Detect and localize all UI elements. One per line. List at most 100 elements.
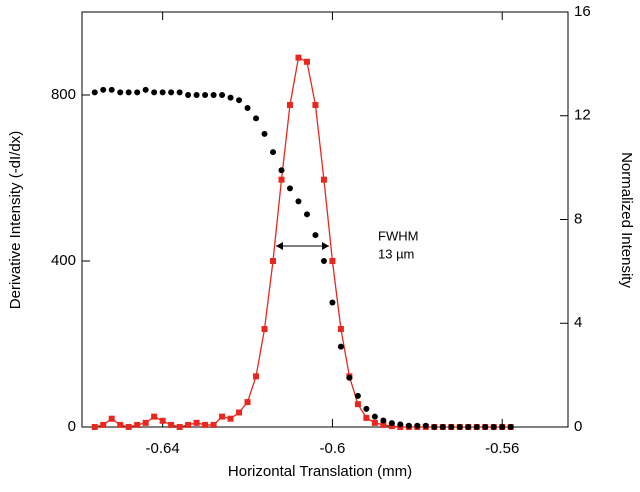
marker [303, 58, 310, 65]
marker [278, 167, 285, 174]
y-tick-label: 0 [68, 418, 76, 435]
marker [159, 89, 166, 96]
x-tick-label: -0.6 [319, 440, 345, 457]
marker [219, 413, 226, 420]
marker [286, 101, 293, 108]
marker [329, 258, 336, 264]
marker [388, 420, 395, 427]
marker [202, 92, 209, 98]
marker [422, 422, 429, 429]
marker [117, 421, 124, 428]
fit-line [94, 56, 511, 428]
marker [151, 413, 158, 420]
marker [168, 89, 175, 96]
marker [108, 86, 115, 93]
marker [346, 374, 353, 381]
marker [482, 424, 489, 430]
x-axis-label: Horizontal Translation (mm) [228, 463, 412, 480]
marker [176, 424, 183, 430]
marker [142, 419, 149, 426]
y-axis-label: Derivative Intensity (-dI/dx) [7, 131, 24, 309]
marker [380, 421, 387, 428]
marker [312, 101, 319, 108]
marker [185, 421, 192, 428]
marker [91, 424, 98, 430]
marker [490, 424, 497, 430]
marker [244, 399, 251, 406]
marker [363, 405, 370, 412]
marker [380, 417, 387, 424]
marker [278, 176, 285, 183]
marker [405, 422, 412, 429]
marker [117, 89, 124, 96]
marker [507, 424, 514, 430]
marker [320, 176, 327, 183]
marker [202, 421, 209, 428]
marker [108, 415, 115, 422]
y2-tick-label: 16 [574, 3, 591, 20]
marker [134, 89, 141, 96]
marker [270, 258, 277, 264]
marker [371, 413, 378, 420]
y2-tick-label: 8 [574, 210, 582, 227]
marker [354, 401, 361, 408]
marker [142, 86, 149, 93]
marker [159, 417, 166, 424]
marker [295, 54, 302, 61]
marker [219, 92, 226, 98]
marker [227, 415, 234, 422]
marker [431, 424, 438, 430]
marker [448, 424, 455, 430]
marker [397, 421, 404, 428]
y-tick-label: 400 [51, 252, 76, 269]
marker [320, 258, 327, 264]
marker [125, 424, 132, 430]
marker [261, 326, 268, 333]
marker [286, 185, 293, 192]
x-tick-label: -0.64 [146, 440, 180, 457]
marker [193, 92, 200, 98]
marker [329, 299, 336, 306]
marker [227, 94, 234, 101]
marker [337, 326, 344, 333]
y2-tick-label: 4 [574, 314, 582, 331]
marker [465, 424, 472, 430]
y2-axis-label: Normalized Intensity [618, 152, 635, 288]
marker [363, 414, 370, 421]
marker [151, 89, 158, 96]
marker [312, 232, 319, 239]
marker [270, 149, 277, 156]
y-tick-label: 800 [51, 86, 76, 103]
marker [193, 419, 200, 426]
marker [253, 115, 260, 122]
marker [185, 92, 192, 98]
y2-tick-label: 0 [574, 418, 582, 435]
marker [337, 343, 344, 350]
marker [414, 422, 421, 429]
marker [176, 89, 183, 96]
plot-frame [81, 11, 569, 428]
marker [210, 92, 217, 98]
marker [168, 421, 175, 428]
marker [100, 421, 107, 428]
marker [303, 211, 310, 218]
marker [125, 89, 132, 96]
marker [371, 419, 378, 426]
marker [388, 423, 395, 430]
y2-tick-label: 12 [574, 107, 591, 124]
marker [473, 424, 480, 430]
marker [236, 97, 243, 104]
marker [210, 421, 217, 428]
marker [91, 89, 98, 96]
marker [499, 424, 506, 430]
marker [439, 424, 446, 430]
marker [134, 421, 141, 428]
marker [456, 424, 463, 430]
marker [100, 86, 107, 93]
marker [236, 409, 243, 416]
marker [261, 130, 268, 137]
marker [295, 198, 302, 205]
marker [244, 104, 251, 111]
x-tick-label: -0.56 [485, 440, 519, 457]
